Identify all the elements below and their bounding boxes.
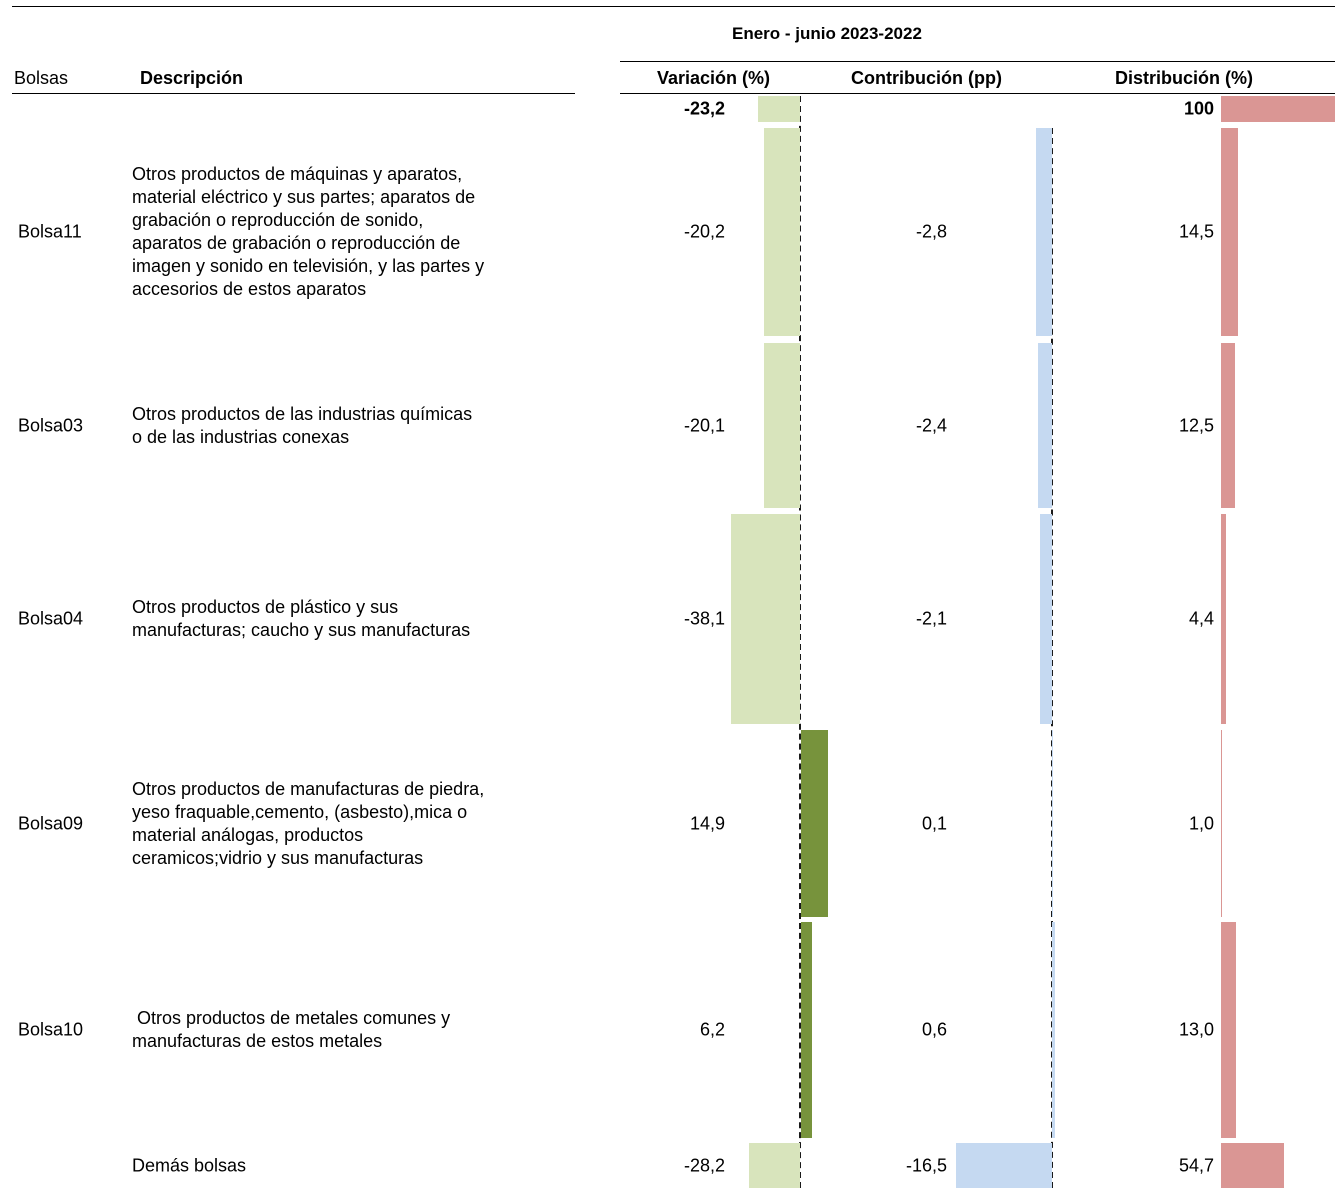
variacion-bar xyxy=(731,514,800,724)
row-distribucion-value: 54,7 xyxy=(1178,1155,1214,1175)
row-distribucion-value: 1,0 xyxy=(1188,813,1214,833)
row-contribucion-value: -16,5 xyxy=(905,1155,947,1175)
distribucion-bar xyxy=(1221,96,1335,122)
row-descripcion: Otros productos de las industrias químic… xyxy=(132,403,473,447)
row-contribucion-value: 0,6 xyxy=(921,1019,947,1040)
header-rule-left xyxy=(12,93,575,94)
contribucion-bar xyxy=(956,1143,1052,1188)
row-contribucion-value: -2,1 xyxy=(915,608,947,629)
col-variacion-header: Variación (%) xyxy=(657,68,771,88)
variacion-zero-axis xyxy=(799,96,801,1188)
row-variacion-value: -20,1 xyxy=(683,415,725,435)
period-rule xyxy=(620,61,1335,62)
row-distribucion-value: 13,0 xyxy=(1178,1019,1214,1040)
col-distribucion-header: Distribución (%) xyxy=(1115,68,1253,88)
row-variacion-value: 6,2 xyxy=(699,1019,725,1040)
variacion-bar xyxy=(749,1143,800,1188)
total-variacion-value: -23,2 xyxy=(683,98,725,119)
row-bolsa: Bolsa03 xyxy=(18,415,84,435)
distribucion-bar xyxy=(1221,1143,1284,1188)
row-descripcion: Otros productos de plástico y sus manufa… xyxy=(132,597,471,640)
variacion-bar xyxy=(801,922,813,1138)
row-bolsa: Bolsa04 xyxy=(18,608,84,629)
contribucion-zero-axis xyxy=(1051,128,1053,1188)
row-contribucion-value: -2,4 xyxy=(915,415,947,435)
contribucion-bar xyxy=(1052,922,1056,1138)
distribucion-bar xyxy=(1221,128,1238,336)
contribucion-bar xyxy=(1039,514,1052,724)
contribucion-bar xyxy=(1052,730,1053,917)
col-bolsas-header: Bolsas xyxy=(14,68,69,88)
row-variacion-value: -20,2 xyxy=(683,221,725,242)
row-contribucion-value: 0,1 xyxy=(921,813,947,833)
top-rule xyxy=(12,6,1335,7)
col-contribucion-header: Contribución (pp) xyxy=(851,68,1002,88)
distribucion-bar xyxy=(1221,514,1227,724)
row-descripcion: Demás bolsas xyxy=(132,1155,247,1175)
row-descripcion: Otros productos de manufacturas de piedr… xyxy=(132,778,485,868)
contribucion-bar xyxy=(1035,128,1052,336)
row-variacion-value: 14,9 xyxy=(689,813,725,833)
variacion-bar xyxy=(763,128,800,336)
distribucion-bar xyxy=(1221,343,1236,508)
col-descripcion-header: Descripción xyxy=(140,68,244,88)
total-distribucion-value: 100 xyxy=(1183,98,1214,119)
variacion-bar xyxy=(763,343,800,508)
variacion-bar xyxy=(758,96,800,122)
row-distribucion-value: 12,5 xyxy=(1178,415,1214,435)
distribucion-bar xyxy=(1221,730,1223,917)
distribucion-bar xyxy=(1221,922,1236,1138)
row-contribucion-value: -2,8 xyxy=(915,221,947,242)
row-bolsa: Bolsa10 xyxy=(18,1019,84,1040)
header-rule-right xyxy=(620,93,1335,94)
row-bolsa: Bolsa11 xyxy=(18,221,82,242)
row-variacion-value: -28,2 xyxy=(683,1155,725,1175)
row-descripcion: Otros productos de metales comunes y man… xyxy=(132,1008,451,1051)
row-variacion-value: -38,1 xyxy=(683,608,725,629)
row-bolsa: Bolsa09 xyxy=(18,813,84,833)
period-header: Enero - junio 2023-2022 xyxy=(732,24,922,43)
row-descripcion: Otros productos de máquinas y aparatos, … xyxy=(132,164,485,299)
row-distribucion-value: 4,4 xyxy=(1188,608,1214,629)
variacion-bar xyxy=(801,730,828,917)
row-distribucion-value: 14,5 xyxy=(1178,221,1214,242)
contribucion-bar xyxy=(1038,343,1052,508)
